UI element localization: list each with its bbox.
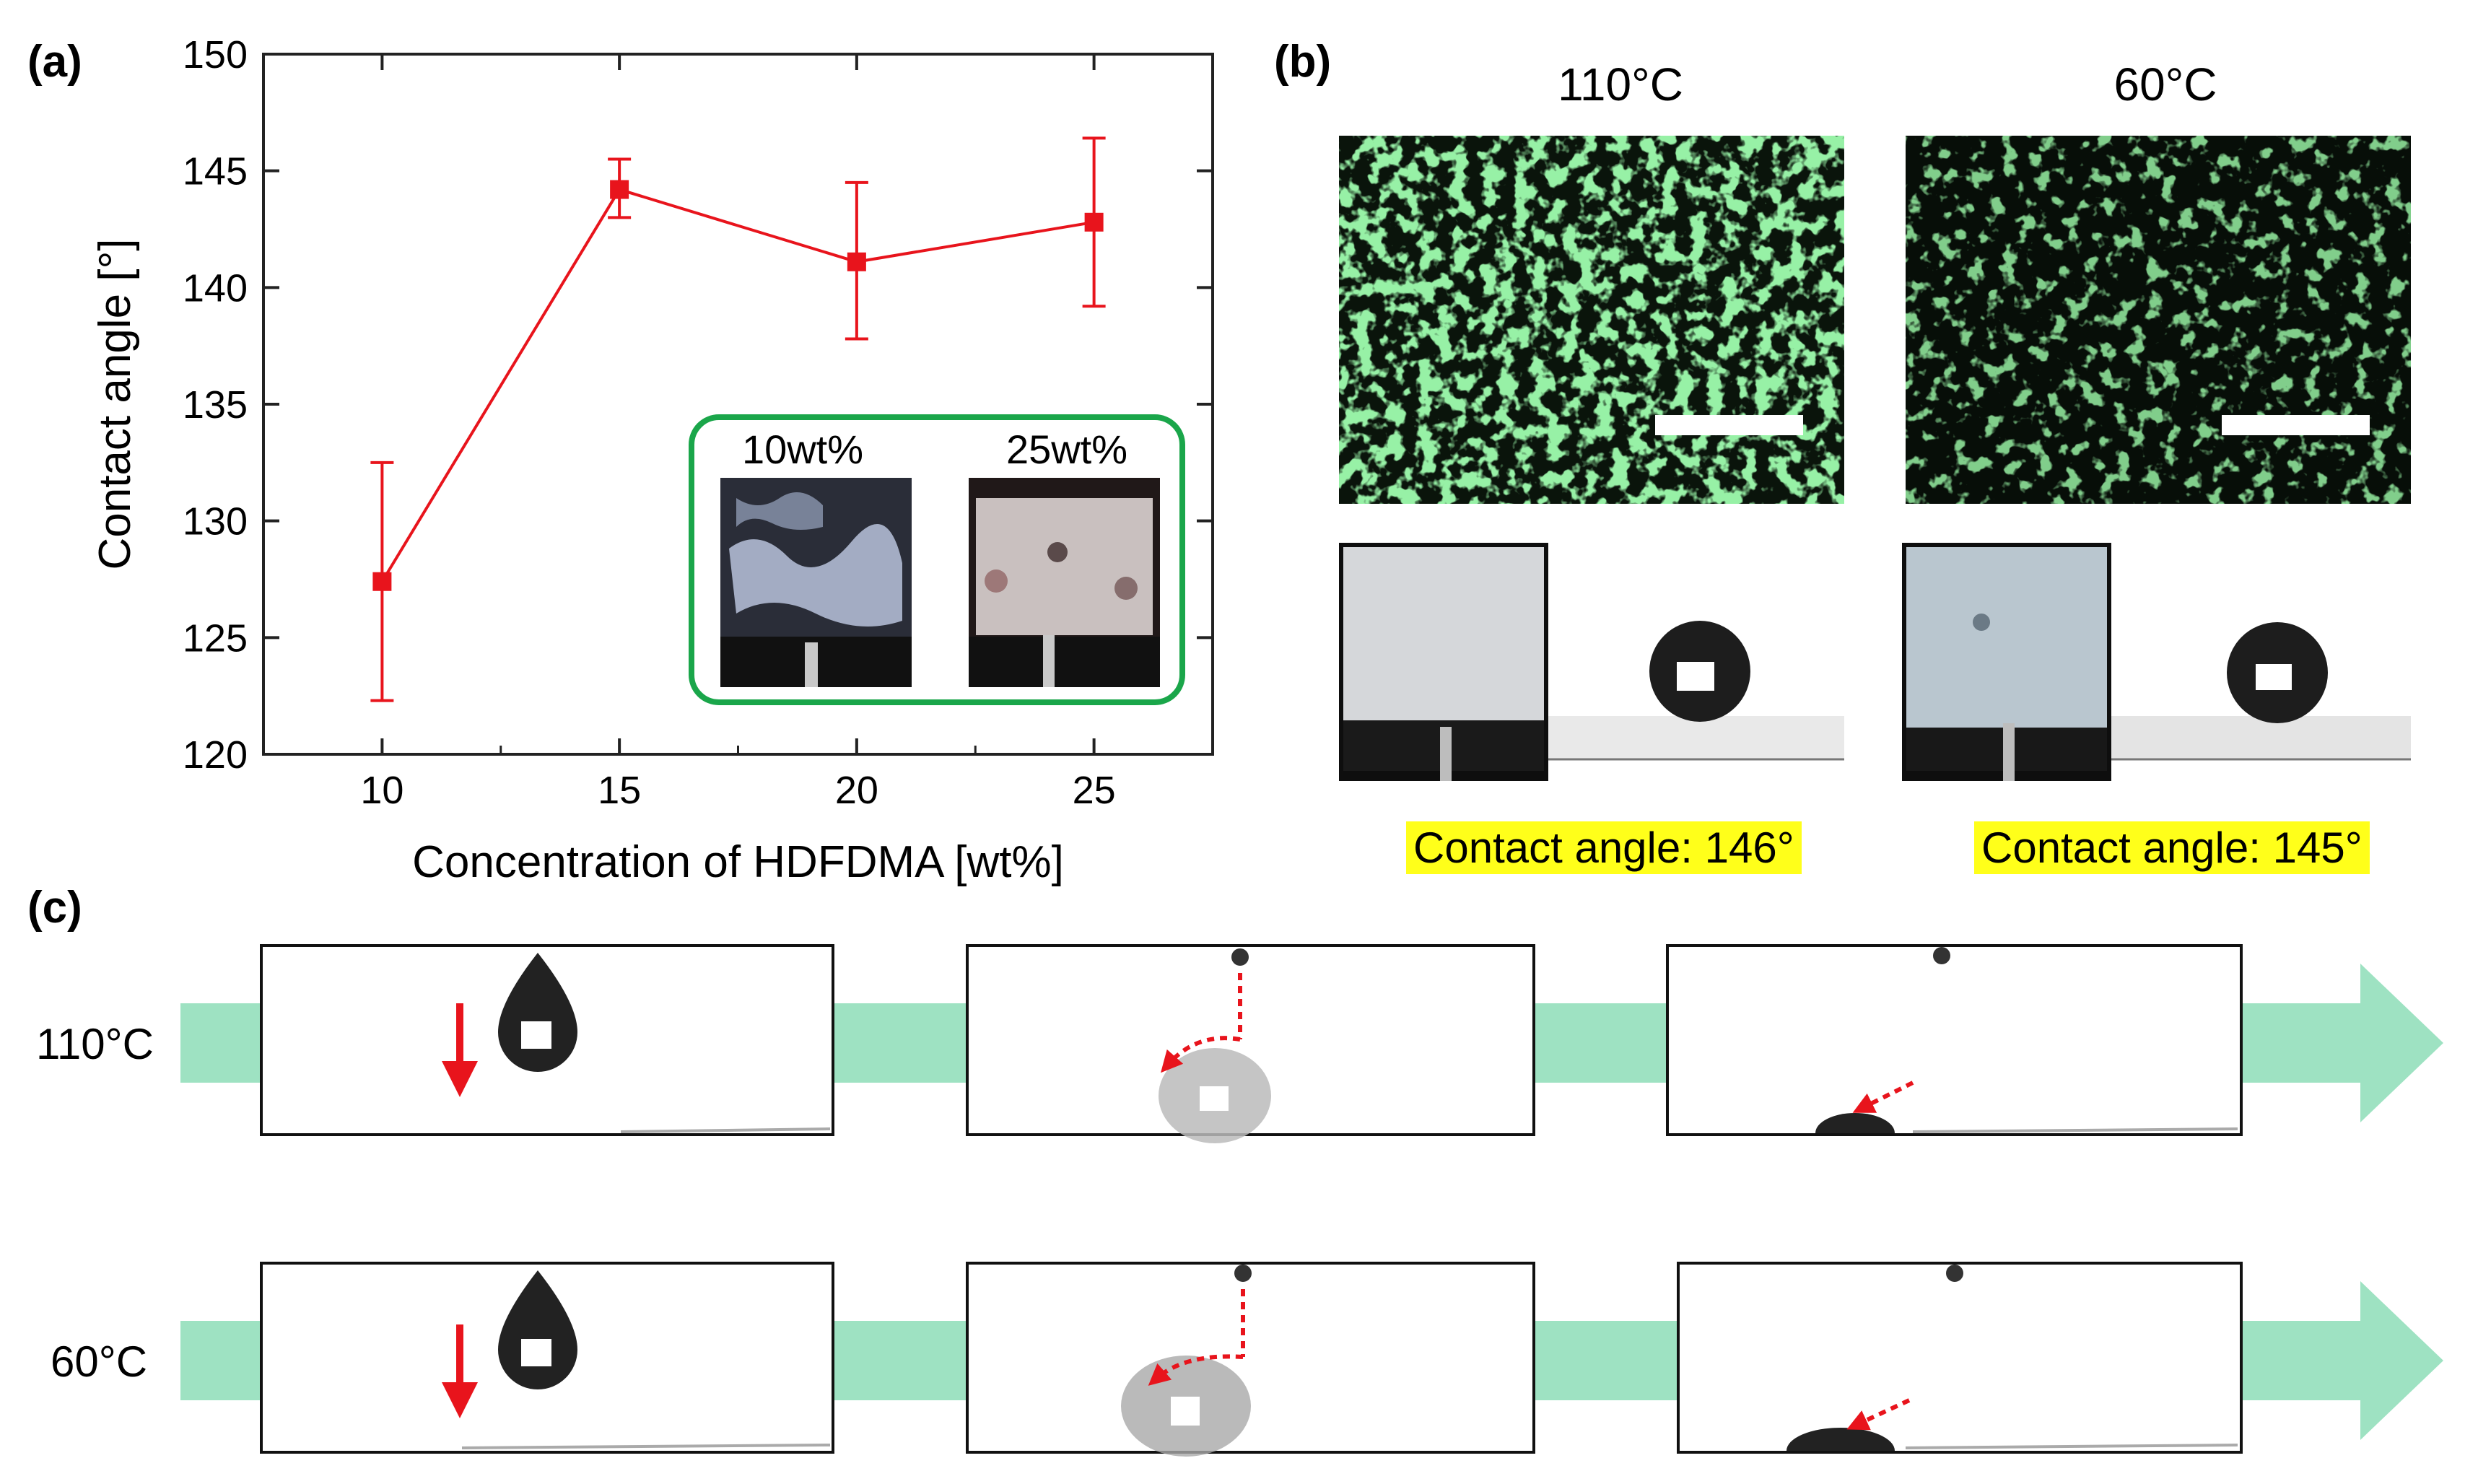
contact-angle-chart: 120 125 130 135 140 145 150 10 15 20 25Concentrati…: [90, 33, 1214, 887]
falling-droplet: [498, 953, 577, 1072]
x-tick-label: 25: [1073, 769, 1116, 812]
y-tick-label: 145: [183, 150, 248, 193]
row-label-110c: 110°C: [36, 1020, 154, 1068]
flow-arrow-head: [2241, 964, 2443, 1122]
x-tick-label: 10: [360, 769, 403, 812]
droplet-photo-110c: [1339, 543, 1844, 781]
flow-arrow-segment: [1534, 1003, 1667, 1083]
droplet-photo-60c: [1902, 543, 2411, 781]
settled-droplet: [1815, 1113, 1895, 1133]
flow-arrow-segment: [180, 1003, 260, 1083]
droplet-frame-2: [966, 1262, 1535, 1454]
panel-c-label: (c): [27, 883, 82, 933]
flow-arrow-segment: [834, 1321, 967, 1400]
droplet-frame-3: [1666, 944, 2243, 1136]
panel-a-label: (a): [27, 37, 82, 87]
rebound-path-arrow: [1161, 1036, 1241, 1073]
series-line: [380, 188, 1094, 582]
y-tick-label: 130: [183, 500, 248, 544]
flow-arrow-head: [2241, 1281, 2443, 1440]
sequence-row-60c: [180, 1262, 2443, 1457]
settled-droplet: [1786, 1428, 1895, 1451]
droplet-frame-3: [1677, 1262, 2243, 1454]
panel-b-title-60c: 60°C: [2113, 58, 2217, 110]
x-axis-label: Concentration of HDFDMA [wt%]: [412, 837, 1064, 887]
rebound-path-arrow: [1148, 1354, 1244, 1386]
data-point: [610, 180, 629, 199]
data-point: [1084, 212, 1104, 232]
inset-label-25wt: 25wt%: [1006, 427, 1127, 472]
y-tick-label: 140: [183, 266, 248, 310]
y-tick-label: 120: [183, 733, 248, 777]
flow-arrow-segment: [834, 1003, 967, 1083]
scale-bar-60c: [2222, 415, 2370, 435]
scale-bar-110c: [1655, 415, 1803, 435]
y-tick-label: 135: [183, 383, 248, 427]
flow-arrow-segment: [180, 1321, 260, 1400]
roll-direction-arrow: [1846, 1398, 1911, 1431]
row-label-60c: 60°C: [51, 1337, 148, 1386]
y-tick-label: 125: [183, 616, 248, 660]
roll-direction-arrow: [1852, 1081, 1914, 1113]
flow-arrow-segment: [1534, 1321, 1678, 1400]
y-tick-label: 150: [183, 33, 248, 77]
panel-b-title-110c: 110°C: [1558, 58, 1683, 110]
contact-angle-caption-60c: Contact angle: 145°: [1974, 821, 2370, 874]
fluorescence-image-110c: [1339, 136, 1844, 504]
data-point: [847, 252, 866, 271]
sequence-row-110c: [180, 944, 2443, 1143]
contact-angle-caption-110c: Contact angle: 146°: [1406, 821, 1802, 874]
fluorescence-image-60c: [1906, 136, 2411, 504]
x-tick-label: 15: [598, 769, 641, 812]
panel-b-label: (b): [1274, 37, 1332, 87]
inset-label-10wt: 10wt%: [742, 427, 863, 472]
x-tick-label: 20: [835, 769, 878, 812]
data-point: [372, 572, 392, 591]
chart-axes: 120 125 130 135 140 145 150 10 15 20 25Concentrati…: [90, 33, 1214, 887]
y-axis-label: Contact angle [°]: [90, 238, 140, 569]
falling-droplet: [498, 1270, 577, 1389]
inset-photo-10wt: [720, 478, 912, 687]
inset-photo-25wt: [969, 478, 1160, 687]
chart-series: [370, 136, 1106, 702]
droplet-sequence: [180, 944, 2443, 1457]
